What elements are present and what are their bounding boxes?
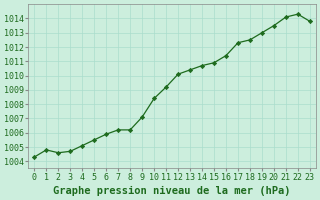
X-axis label: Graphe pression niveau de la mer (hPa): Graphe pression niveau de la mer (hPa)	[53, 186, 291, 196]
